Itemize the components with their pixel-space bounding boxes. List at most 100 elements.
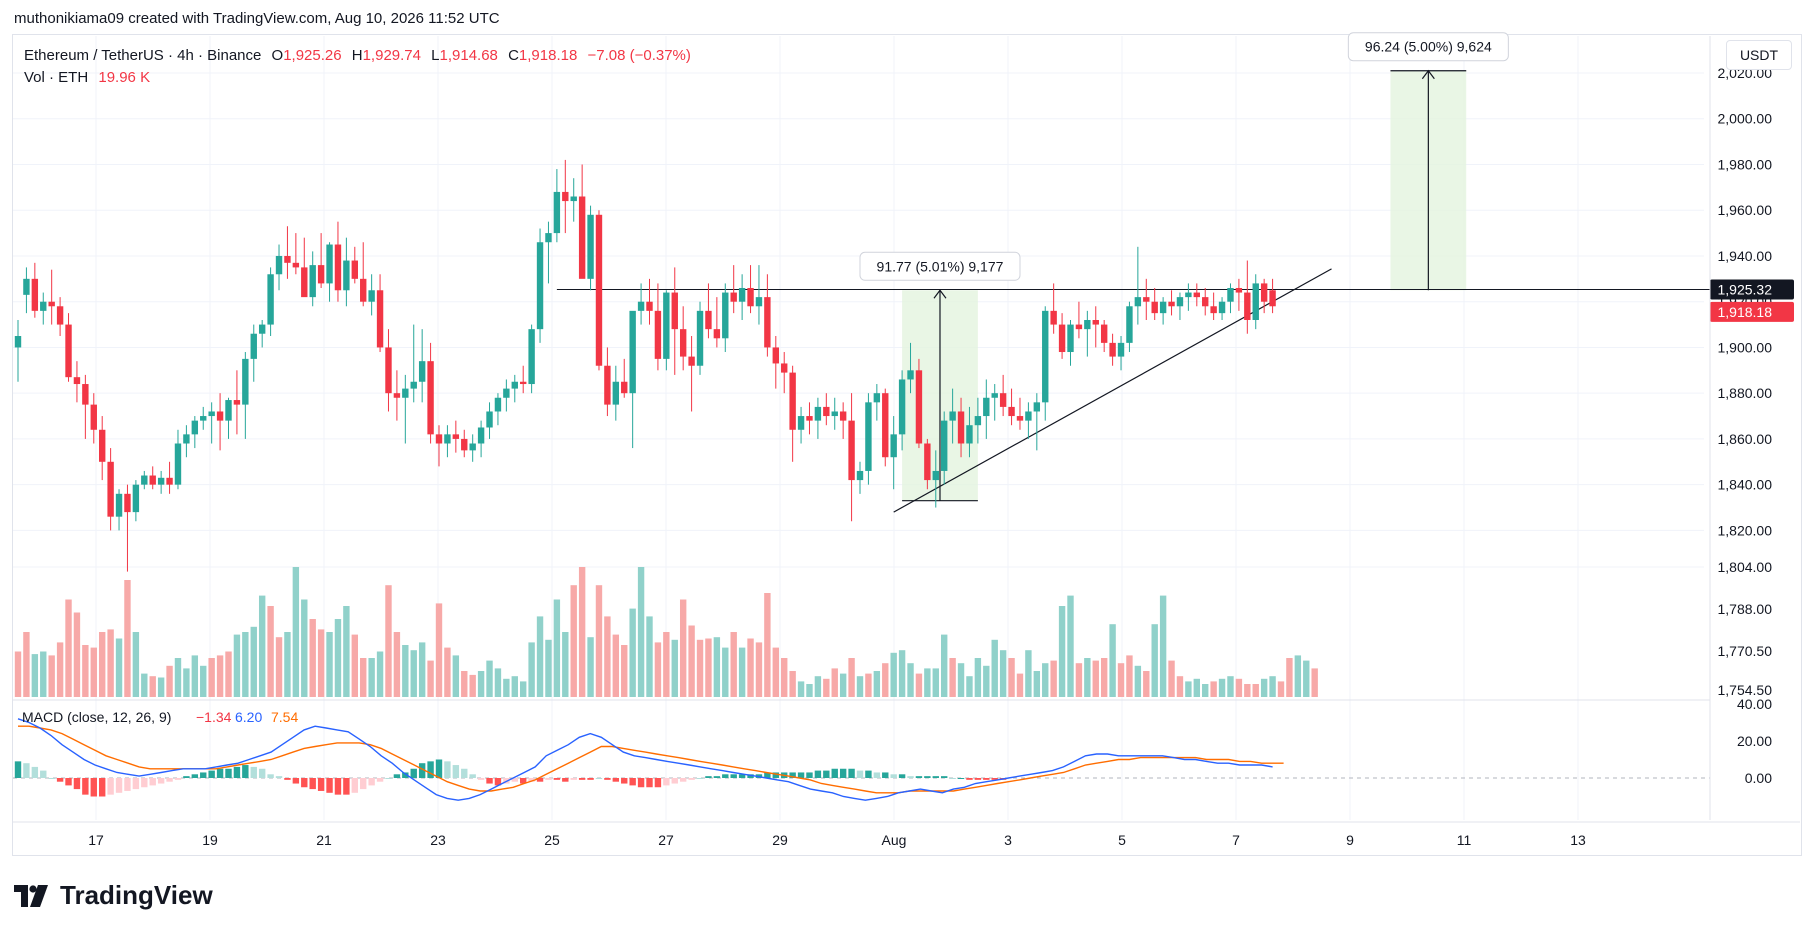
macd-histogram-bar	[570, 778, 577, 780]
candle-body	[882, 393, 889, 458]
ohlc-row: Ethereum / TetherUS · 4h · Binance O1,92…	[24, 45, 691, 67]
volume-bar	[73, 612, 81, 697]
time-tick-label: 17	[88, 832, 104, 848]
volume-bar	[427, 660, 434, 697]
candle-body	[663, 292, 670, 359]
volume-bar	[637, 567, 645, 697]
macd-histogram-bar	[494, 778, 502, 786]
candle-body	[1117, 342, 1125, 357]
candle-body	[924, 443, 931, 481]
close-value: 1,918.18	[518, 47, 578, 64]
volume-bar	[1269, 676, 1276, 697]
candle-body	[427, 361, 434, 435]
candle-body	[402, 388, 409, 398]
volume-bar	[991, 639, 998, 697]
price-tick-label: 2,000.00	[1718, 111, 1773, 127]
measure-arrow-head	[933, 289, 947, 299]
macd-histogram-bar	[536, 778, 544, 782]
candle-body	[174, 443, 182, 485]
macd-histogram-bar	[452, 765, 460, 778]
volume-bar	[469, 674, 476, 697]
macd-histogram-bar	[393, 774, 401, 778]
volume-bar	[216, 655, 224, 697]
macd-histogram-bar	[410, 768, 417, 778]
volume-bar	[1176, 676, 1184, 697]
macd-histogram-bar	[882, 772, 889, 778]
candle-body	[1202, 297, 1209, 307]
candle-body	[637, 301, 645, 311]
candle-body	[1151, 301, 1158, 314]
macd-histogram-bar	[250, 766, 257, 778]
symbol-title[interactable]: Ethereum / TetherUS · 4h · Binance	[24, 47, 262, 64]
candle-body	[183, 434, 190, 444]
volume-bar	[477, 671, 485, 697]
volume-label[interactable]: Vol · ETH	[24, 69, 89, 86]
candle-body	[1134, 297, 1142, 307]
volume-bar	[326, 632, 333, 697]
candle-body	[570, 196, 577, 202]
candle-body	[1193, 292, 1200, 298]
macd-histogram-value: −1.34	[196, 709, 232, 725]
macd-histogram-bar	[856, 770, 864, 778]
volume-bar	[402, 645, 409, 697]
macd-histogram-bar	[191, 774, 199, 778]
current-price-badge	[1710, 301, 1794, 322]
macd-histogram-bar	[267, 774, 274, 778]
volume-bar	[545, 639, 552, 697]
macd-histogram-bar	[166, 778, 173, 782]
macd-histogram-bar	[722, 774, 729, 778]
candle-body	[452, 434, 460, 439]
macd-histogram-bar	[654, 778, 662, 788]
open-label: O	[271, 47, 284, 64]
candle-body	[461, 438, 468, 451]
candle-body	[494, 397, 502, 412]
candle-body	[1025, 411, 1032, 421]
volume-row: Vol · ETH 19.96 K	[24, 67, 691, 89]
volume-bar	[82, 645, 89, 697]
candle-body	[654, 310, 662, 359]
volume-bar	[595, 585, 603, 697]
candle-body	[1058, 324, 1066, 353]
candle-body	[595, 214, 603, 366]
high-label: H	[351, 47, 363, 64]
currency-button[interactable]: USDT	[1726, 40, 1792, 70]
volume-bar	[149, 676, 156, 697]
candle-body	[713, 329, 721, 339]
macd-histogram-bar	[730, 774, 737, 778]
volume-bar	[166, 665, 173, 697]
candle-body	[621, 381, 628, 394]
volume-bar	[839, 673, 847, 697]
volume-bar	[747, 638, 754, 697]
candle-body	[82, 384, 89, 405]
macd-histogram-bar	[48, 778, 55, 779]
candle-body	[14, 336, 22, 348]
price-tick-label: 1,820.00	[1718, 522, 1773, 538]
volume-bar	[553, 599, 561, 697]
macd-histogram-bar	[444, 761, 451, 778]
volume-bar	[654, 642, 662, 697]
macd-histogram-bar	[486, 778, 493, 784]
candle-body	[578, 196, 586, 279]
candle-body	[1185, 292, 1192, 298]
macd-histogram-bar	[932, 776, 939, 778]
volume-bar	[612, 634, 620, 697]
candle-body	[107, 461, 114, 517]
volume-bar	[258, 595, 266, 697]
volume-bar	[1050, 660, 1057, 697]
volume-bar	[200, 665, 207, 697]
tradingview-logo[interactable]: TradingView	[14, 880, 213, 911]
volume-bar	[941, 634, 948, 697]
candle-body	[528, 329, 535, 385]
volume-bar	[107, 629, 114, 697]
candle-body	[1075, 324, 1083, 330]
candle-body	[292, 262, 300, 268]
line-price-badge	[1710, 279, 1794, 300]
volume-bar	[1235, 678, 1243, 697]
macd-histogram-bar	[334, 778, 342, 795]
macd-histogram-bar	[141, 778, 148, 788]
candle-body	[368, 290, 375, 302]
price-tick-label: 1,840.00	[1718, 477, 1773, 493]
macd-histogram-bar	[814, 770, 822, 778]
time-tick-label: 19	[202, 832, 218, 848]
